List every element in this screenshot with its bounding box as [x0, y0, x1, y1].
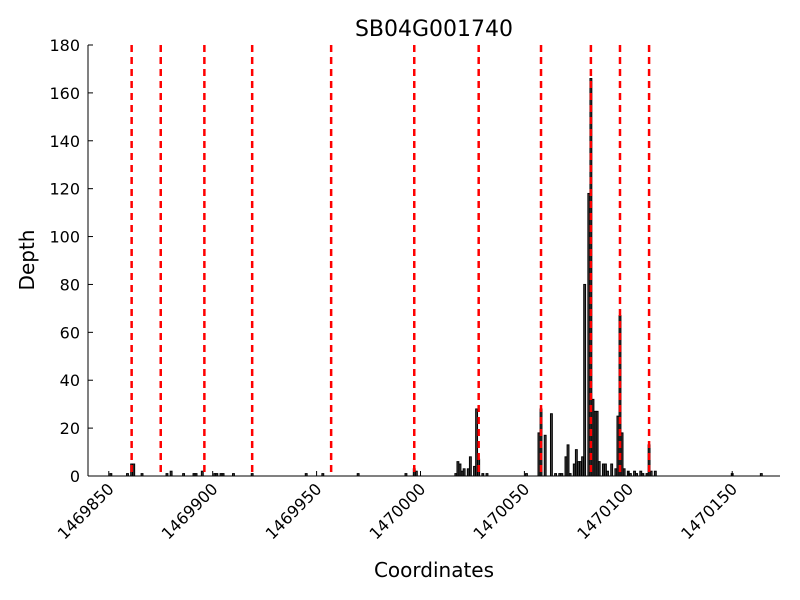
- y-tick-label: 20: [60, 419, 80, 438]
- y-tick-label: 60: [60, 323, 80, 342]
- bar: [414, 470, 418, 477]
- bar: [468, 456, 472, 477]
- y-tick-label: 100: [49, 228, 80, 247]
- y-tick-label: 40: [60, 371, 80, 390]
- x-tick-label: 1469900: [158, 479, 222, 543]
- y-tick-label: 140: [49, 132, 80, 151]
- bar: [543, 434, 547, 477]
- y-tick-label: 80: [60, 275, 80, 294]
- y-tick-label: 180: [49, 36, 80, 55]
- bar: [649, 470, 653, 477]
- y-axis-label: Depth: [15, 230, 39, 291]
- bar: [597, 461, 601, 477]
- x-tick-label: 1469850: [54, 479, 118, 543]
- bar: [583, 283, 587, 477]
- bar: [610, 463, 614, 477]
- y-tick-label: 120: [49, 180, 80, 199]
- x-tick-label: 1469950: [262, 479, 326, 543]
- x-tick-label: 1470150: [677, 479, 741, 543]
- y-tick-label: 160: [49, 84, 80, 103]
- x-tick-label: 1470050: [469, 479, 533, 543]
- x-tick-label: 1470000: [365, 479, 429, 543]
- x-tick-label: 1470100: [573, 479, 637, 543]
- bar: [200, 470, 204, 477]
- x-axis-label: Coordinates: [374, 558, 494, 582]
- bar: [653, 470, 657, 477]
- bar: [169, 470, 173, 477]
- bar: [132, 463, 136, 477]
- bar: [622, 468, 626, 477]
- bar: [606, 470, 609, 477]
- bar: [566, 444, 570, 477]
- bar: [462, 468, 466, 477]
- y-tick-label: 0: [70, 467, 80, 486]
- bar: [549, 413, 553, 477]
- chart-title: SB04G001740: [355, 17, 513, 42]
